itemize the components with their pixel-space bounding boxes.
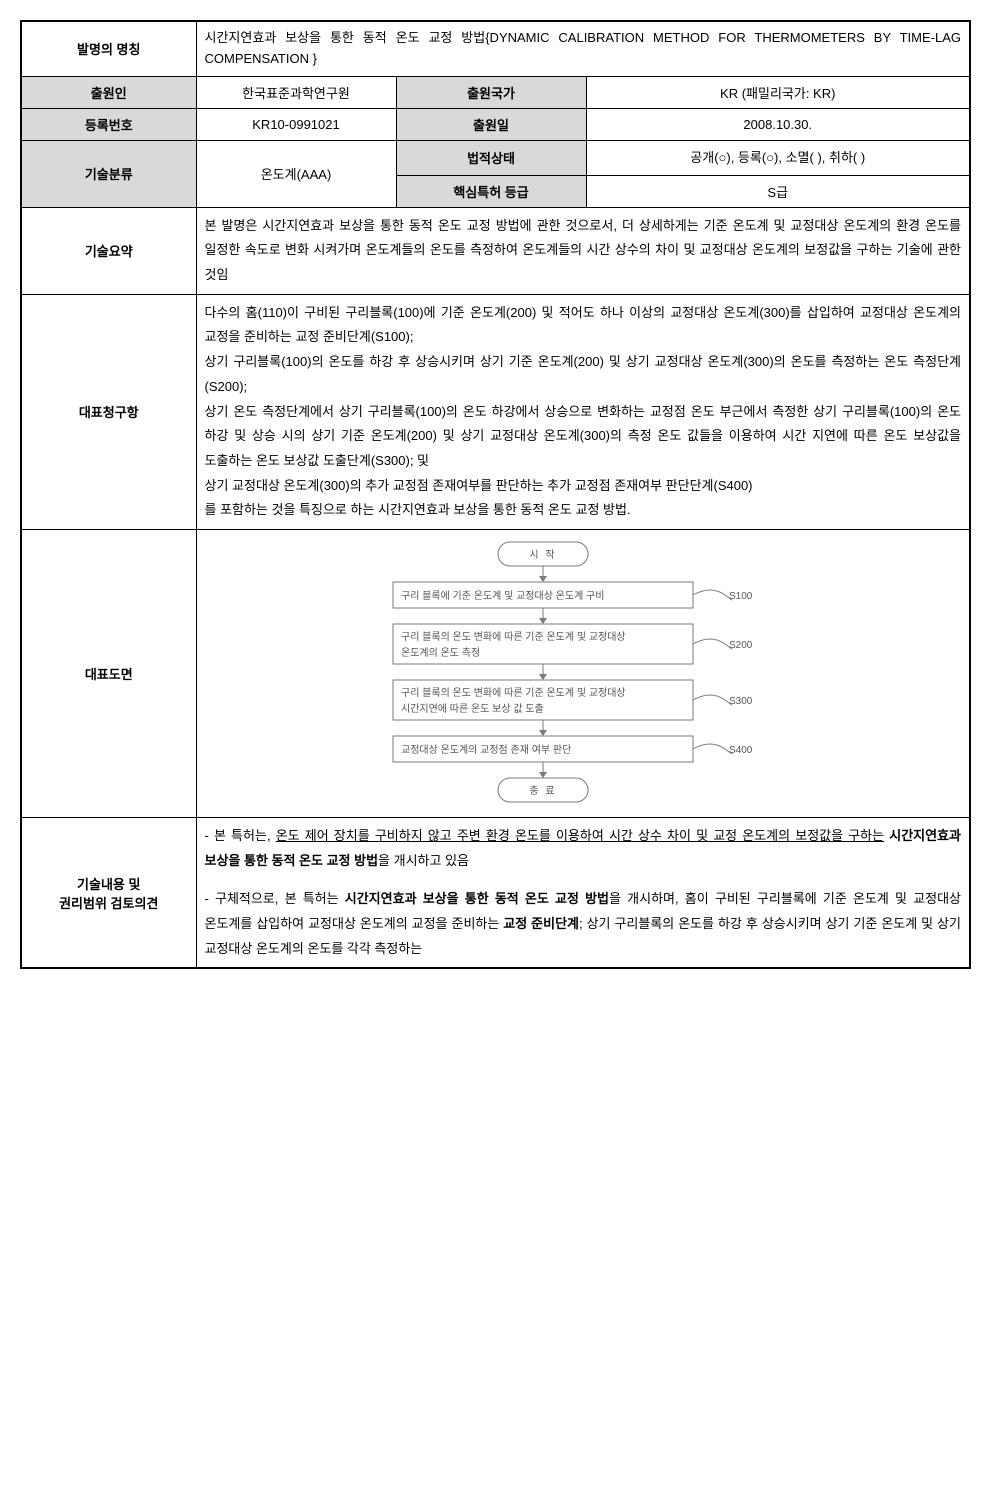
review-p1-c: 을 개시하고 있음 xyxy=(378,853,469,868)
value-legal-status: 공개(○), 등록(○), 소멸( ), 취하( ) xyxy=(586,140,970,175)
review-p1-u: 온도 제어 장치를 구비하지 않고 주변 환경 온도를 이용하여 시간 상수 차… xyxy=(276,828,884,843)
value-tech-summary: 본 발명은 시간지연효과 보상을 통한 동적 온도 교정 방법에 관한 것으로서… xyxy=(196,207,970,294)
rep-claim-p4: 상기 교정대상 온도계(300)의 추가 교정점 존재여부를 판단하는 추가 교… xyxy=(205,474,962,499)
label-legal-status: 법적상태 xyxy=(396,140,586,175)
value-tech-class: 온도계(AAA) xyxy=(196,140,396,207)
value-rep-claim: 다수의 홈(110)이 구비된 구리블록(100)에 기준 온도계(200) 및… xyxy=(196,294,970,529)
value-applicant: 한국표준과학연구원 xyxy=(196,76,396,108)
svg-text:종 료: 종 료 xyxy=(529,785,556,797)
rep-claim-p3: 상기 온도 측정단계에서 상기 구리블록(100)의 온도 하강에서 상승으로 … xyxy=(205,400,962,474)
svg-text:S100: S100 xyxy=(729,591,753,602)
rep-claim-p2: 상기 구리블록(100)의 온도를 하강 후 상승시키며 상기 기준 온도계(2… xyxy=(205,350,962,399)
value-registration-no: KR10-0991021 xyxy=(196,108,396,140)
label-application-date: 출원일 xyxy=(396,108,586,140)
value-application-date: 2008.10.30. xyxy=(586,108,970,140)
svg-text:교정대상 온도계의 교정점 존재 여부 판단: 교정대상 온도계의 교정점 존재 여부 판단 xyxy=(401,744,571,756)
svg-text:S200: S200 xyxy=(729,640,753,651)
value-rep-drawing: 시 작구리 블록에 기준 온도계 및 교정대상 온도계 구비 S100 구리 블록의… xyxy=(196,529,970,817)
svg-text:시간지연에 따른 온도 보상 값 도출: 시간지연에 따른 온도 보상 값 도출 xyxy=(401,703,544,715)
label-rep-claim: 대표청구항 xyxy=(21,294,196,529)
value-application-country: KR (패밀리국가: KR) xyxy=(586,76,970,108)
label-invention-name: 발명의 명칭 xyxy=(21,21,196,76)
label-registration-no: 등록번호 xyxy=(21,108,196,140)
rep-claim-p5: 를 포함하는 것을 특징으로 하는 시간지연효과 보상을 통한 동적 온도 교정… xyxy=(205,498,962,523)
value-review-opinion: - 본 특허는, 온도 제어 장치를 구비하지 않고 주변 환경 온도를 이용하… xyxy=(196,817,970,968)
svg-text:S400: S400 xyxy=(729,745,753,756)
flowchart-svg: 시 작구리 블록에 기준 온도계 및 교정대상 온도계 구비 S100 구리 블록의… xyxy=(303,536,863,808)
svg-text:시 작: 시 작 xyxy=(529,549,556,561)
review-p1-a: - 본 특허는, xyxy=(205,828,276,843)
svg-text:구리 블록의 온도 변화에 따른 기준 온도계 및 교정대상: 구리 블록의 온도 변화에 따른 기준 온도계 및 교정대상 xyxy=(401,631,626,643)
label-application-country: 출원국가 xyxy=(396,76,586,108)
svg-text:구리 블록에 기준 온도계 및 교정대상 온도계 구비: 구리 블록에 기준 온도계 및 교정대상 온도계 구비 xyxy=(401,590,604,602)
label-core-patent-grade: 핵심특허 등급 xyxy=(396,175,586,207)
review-p2-a: - 구체적으로, 본 특허는 xyxy=(205,891,345,906)
value-invention-name: 시간지연효과 보상을 통한 동적 온도 교정 방법{DYNAMIC CALIBR… xyxy=(196,21,970,76)
label-applicant: 출원인 xyxy=(21,76,196,108)
label-review-opinion: 기술내용 및 권리범위 검토의견 xyxy=(21,817,196,968)
label-review-opinion-l2: 권리범위 검토의견 xyxy=(30,893,188,912)
review-p2: - 구체적으로, 본 특허는 시간지연효과 보상을 통한 동적 온도 교정 방법… xyxy=(205,887,962,961)
svg-text:온도계의 온도 측정: 온도계의 온도 측정 xyxy=(401,647,480,659)
label-review-opinion-l1: 기술내용 및 xyxy=(30,874,188,893)
patent-summary-table: 발명의 명칭 시간지연효과 보상을 통한 동적 온도 교정 방법{DYNAMIC… xyxy=(20,20,971,969)
value-core-patent-grade: S급 xyxy=(586,175,970,207)
review-p2-b: 시간지연효과 보상을 통한 동적 온도 교정 방법 xyxy=(345,891,609,906)
review-p1: - 본 특허는, 온도 제어 장치를 구비하지 않고 주변 환경 온도를 이용하… xyxy=(205,824,962,873)
label-rep-drawing: 대표도면 xyxy=(21,529,196,817)
svg-text:구리 블록의 온도 변화에 따른 기준 온도계 및 교정대상: 구리 블록의 온도 변화에 따른 기준 온도계 및 교정대상 xyxy=(401,687,626,699)
rep-claim-p1: 다수의 홈(110)이 구비된 구리블록(100)에 기준 온도계(200) 및… xyxy=(205,301,962,350)
review-p2-d: 교정 준비단계 xyxy=(503,916,579,931)
svg-text:S300: S300 xyxy=(729,696,753,707)
label-tech-summary: 기술요약 xyxy=(21,207,196,294)
label-tech-class: 기술분류 xyxy=(21,140,196,207)
